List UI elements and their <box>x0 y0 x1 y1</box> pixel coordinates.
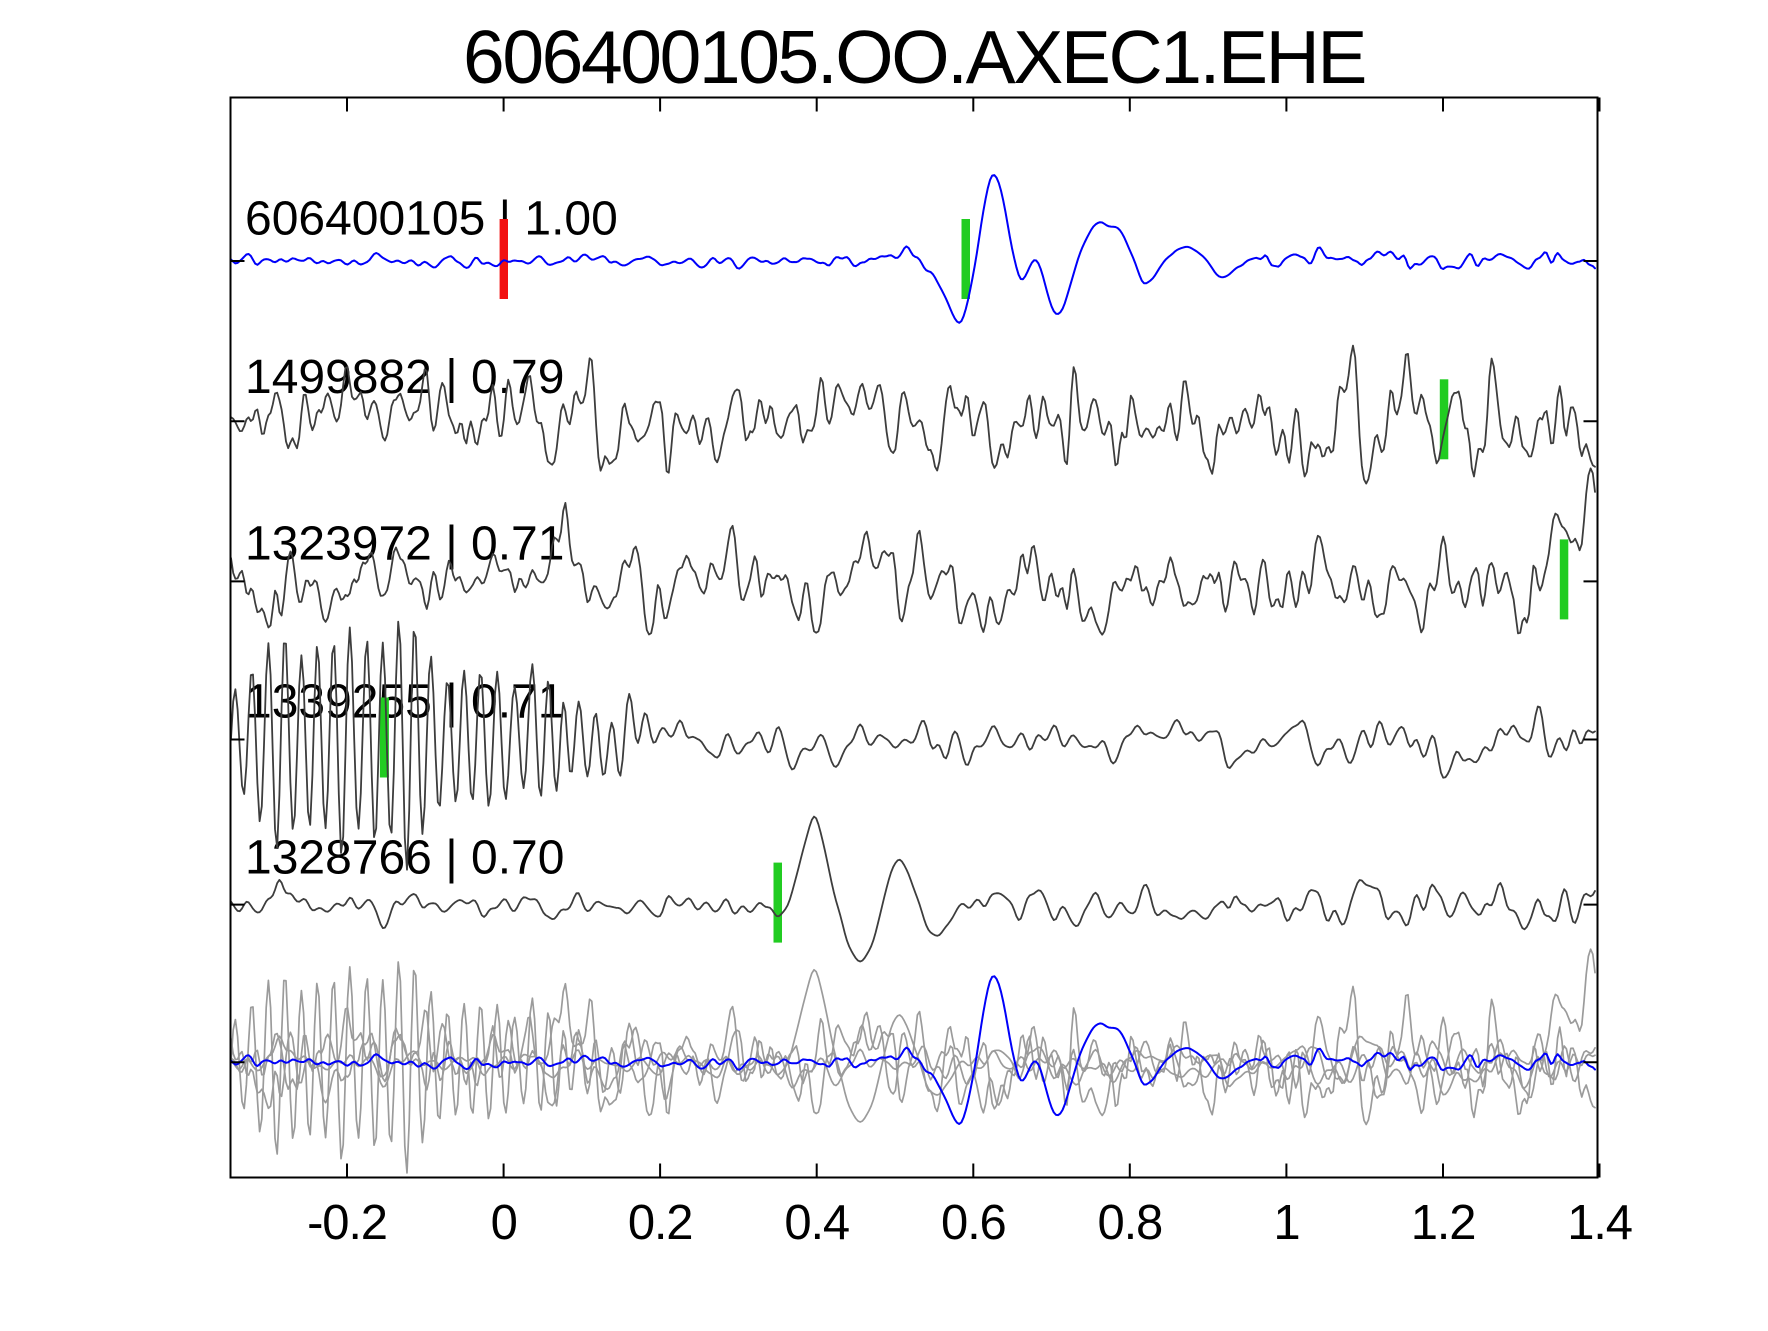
svg-text:1499882 | 0.79: 1499882 | 0.79 <box>245 351 564 404</box>
svg-text:1.2: 1.2 <box>1411 1196 1476 1250</box>
svg-text:0.8: 0.8 <box>1098 1196 1163 1250</box>
svg-text:0.4: 0.4 <box>784 1196 849 1250</box>
svg-text:1323972 | 0.71: 1323972 | 0.71 <box>245 518 564 571</box>
svg-text:0.2: 0.2 <box>628 1196 693 1250</box>
svg-text:0.6: 0.6 <box>941 1196 1006 1250</box>
svg-text:0: 0 <box>491 1196 517 1250</box>
svg-text:606400105.OO.AXEC1.EHE: 606400105.OO.AXEC1.EHE <box>463 15 1365 99</box>
svg-text:-0.2: -0.2 <box>307 1196 387 1250</box>
svg-text:606400105 | 1.00: 606400105 | 1.00 <box>245 193 618 246</box>
svg-text:1.4: 1.4 <box>1567 1196 1632 1250</box>
svg-text:1: 1 <box>1273 1196 1299 1250</box>
